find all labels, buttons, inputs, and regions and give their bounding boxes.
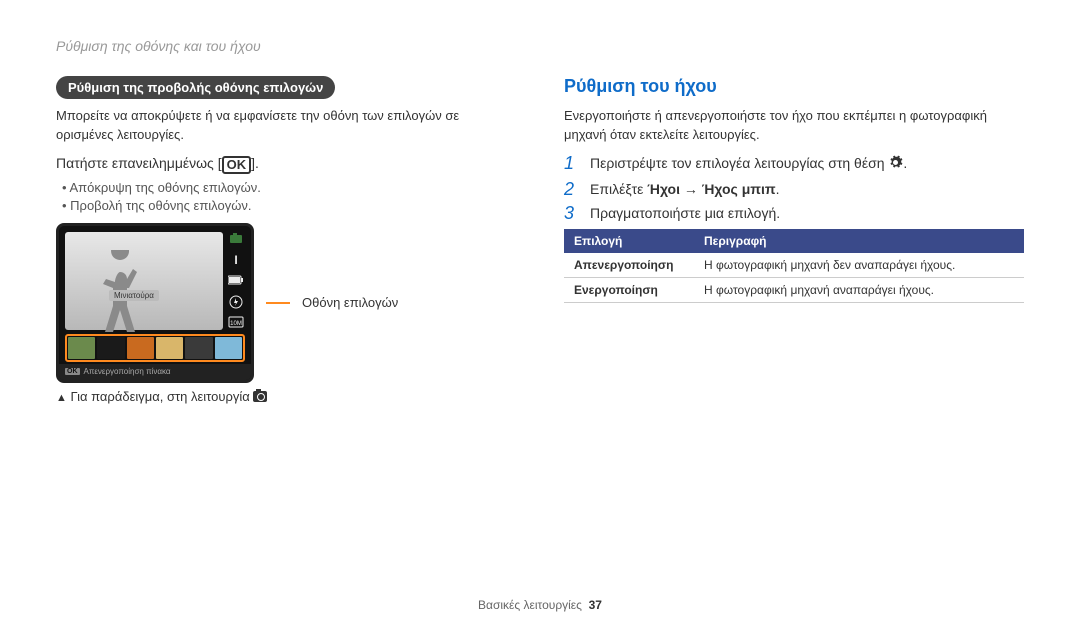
thumb [215, 337, 242, 359]
camera-preview-area [65, 232, 223, 330]
sound-section-title: Ρύθμιση του ήχου [564, 76, 1024, 97]
page-header: Ρύθμιση της οθόνης και του ήχου [56, 38, 1024, 54]
step2-prefix: Επιλέξτε [590, 181, 647, 197]
callout-line [266, 302, 290, 304]
right-intro: Ενεργοποιήστε ή απενεργοποιήστε τον ήχο … [564, 107, 1024, 145]
step-item: Περιστρέψτε τον επιλογέα λειτουργίας στη… [564, 155, 1024, 173]
step-item: Επιλέξτε Ήχοι → Ήχος μπιπ. [564, 181, 1024, 197]
svg-text:10M: 10M [230, 321, 242, 327]
left-column: Ρύθμιση της προβολής οθόνης επιλογών Μπο… [56, 76, 516, 404]
press-suffix: ]. [251, 155, 259, 171]
press-prefix: Πατήστε επανειλημμένως [ [56, 155, 222, 171]
triangle-icon: ▲ [56, 392, 67, 404]
left-intro: Μπορείτε να αποκρύψετε ή να εμφανίσετε τ… [56, 107, 516, 145]
camera-mode-icon [253, 391, 267, 402]
bullet-item: Προβολή της οθόνης επιλογών. [62, 198, 516, 213]
camera-side-icons: I 10M [225, 232, 247, 330]
gear-icon [888, 155, 903, 173]
step2-bold2: Ήχος μπιπ [702, 181, 776, 197]
thumb [185, 337, 212, 359]
step2-bold1: Ήχοι [647, 181, 680, 197]
section-pill: Ρύθμιση της προβολής οθόνης επιλογών [56, 76, 335, 99]
table-header: Περιγραφή [694, 229, 1024, 253]
flash-icon [228, 295, 244, 309]
step-item: Πραγματοποιήστε μια επιλογή. [564, 205, 1024, 221]
thumb [156, 337, 183, 359]
bullet-item: Απόκρυψη της οθόνης επιλογών. [62, 180, 516, 195]
ok-badge-icon: OK [65, 368, 80, 375]
callout-label: Οθόνη επιλογών [302, 295, 398, 310]
step1-prefix: Περιστρέψτε τον επιλογέα λειτουργίας στη… [590, 155, 888, 171]
option-desc: Η φωτογραφική μηχανή αναπαράγει ήχους. [694, 277, 1024, 302]
size-icon: 10M [228, 316, 244, 330]
battery-icon [228, 274, 244, 288]
table-row: Ενεργοποίηση Η φωτογραφική μηχανή αναπαρ… [564, 277, 1024, 302]
hide-show-bullets: Απόκρυψη της οθόνης επιλογών. Προβολή τη… [62, 180, 516, 213]
table-header: Επιλογή [564, 229, 694, 253]
ok-key-icon: OK [222, 156, 252, 174]
page-footer: Βασικές λειτουργίες 37 [0, 598, 1080, 612]
step1-suffix: . [903, 155, 907, 171]
steps-list: Περιστρέψτε τον επιλογέα λειτουργίας στη… [564, 155, 1024, 221]
mode-icon [228, 232, 244, 246]
thumb [68, 337, 95, 359]
thumb [127, 337, 154, 359]
right-column: Ρύθμιση του ήχου Ενεργοποιήστε ή απενεργ… [564, 76, 1024, 404]
arrow-icon: → [680, 181, 702, 197]
option-label: Απενεργοποίηση [564, 253, 694, 278]
footer-label: Βασικές λειτουργίες [478, 598, 582, 612]
thumbnail-tag: Μινιατούρα [109, 290, 159, 301]
camera-screen-mock: Μινιατούρα I 10M [56, 223, 254, 383]
counter-icon: I [228, 253, 244, 267]
camera-footer: OK Απενεργοποίηση πίνακα [59, 364, 251, 380]
option-label: Ενεργοποίηση [564, 277, 694, 302]
caption-text: Για παράδειγμα, στη λειτουργία [71, 389, 250, 404]
option-desc: Η φωτογραφική μηχανή δεν αναπαράγει ήχου… [694, 253, 1024, 278]
page-number: 37 [589, 598, 602, 612]
thumbnail-strip [65, 334, 245, 362]
thumb [97, 337, 124, 359]
example-caption: ▲ Για παράδειγμα, στη λειτουργία [56, 389, 516, 404]
press-instruction: Πατήστε επανειλημμένως [OK]. [56, 155, 516, 174]
options-table: Επιλογή Περιγραφή Απενεργοποίηση Η φωτογ… [564, 229, 1024, 303]
table-row: Απενεργοποίηση Η φωτογραφική μηχανή δεν … [564, 253, 1024, 278]
camera-footer-text: Απενεργοποίηση πίνακα [84, 367, 171, 376]
step2-suffix: . [776, 181, 780, 197]
